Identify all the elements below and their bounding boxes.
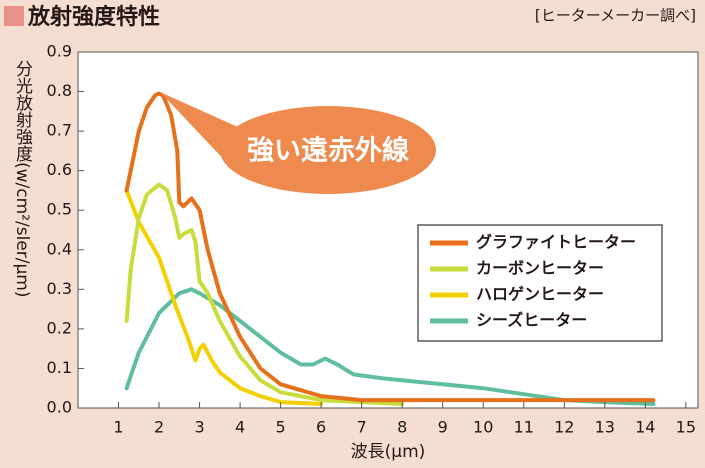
title-marker bbox=[4, 6, 24, 26]
legend-label: ハロゲンヒーター bbox=[476, 285, 604, 304]
series-line bbox=[124, 188, 324, 406]
x-tick-label: 11 bbox=[514, 418, 534, 437]
x-tick-label: 10 bbox=[473, 418, 493, 437]
legend-label: グラファイトヒーター bbox=[476, 233, 636, 252]
x-tick-label: 15 bbox=[676, 418, 696, 437]
x-tick-label: 5 bbox=[276, 418, 286, 437]
x-tick-label: 8 bbox=[397, 418, 407, 437]
y-tick-label: 0.4 bbox=[47, 239, 72, 258]
x-tick-label: 7 bbox=[357, 418, 367, 437]
y-tick-label: 0.0 bbox=[47, 398, 72, 417]
x-tick-label: 13 bbox=[595, 418, 615, 437]
legend-label: シーズヒーター bbox=[476, 311, 587, 330]
y-tick-label: 0.7 bbox=[47, 121, 72, 140]
y-tick-label: 0.3 bbox=[47, 279, 72, 298]
callout-bubble bbox=[220, 106, 436, 194]
y-axis-title: 分光放射強度(w/cm²/sler/μm) bbox=[12, 60, 33, 298]
x-tick-label: 3 bbox=[194, 418, 204, 437]
y-tick-label: 0.8 bbox=[47, 81, 72, 100]
x-tick-label: 2 bbox=[154, 418, 164, 437]
callout-pointer bbox=[160, 92, 240, 168]
x-tick-label: 4 bbox=[235, 418, 245, 437]
series-line bbox=[124, 182, 405, 406]
y-tick-label: 0.2 bbox=[47, 318, 72, 337]
x-tick-label: 9 bbox=[438, 418, 448, 437]
source: [ヒーターメーカー調べ] bbox=[535, 7, 696, 25]
x-axis-title: 波長(μm) bbox=[351, 442, 426, 462]
y-tick-label: 0.6 bbox=[47, 160, 72, 179]
annotation: 強い遠赤外線 bbox=[247, 135, 409, 167]
series-line bbox=[124, 91, 656, 403]
x-tick-label: 12 bbox=[554, 418, 574, 437]
x-tick-label: 14 bbox=[635, 418, 655, 437]
x-tick-label: 6 bbox=[316, 418, 326, 437]
legend-label: カーボンヒーター bbox=[476, 259, 604, 278]
chart-title: 放射強度特性 bbox=[27, 4, 160, 30]
y-tick-label: 0.5 bbox=[47, 200, 72, 219]
x-tick-label: 1 bbox=[113, 418, 123, 437]
y-tick-label: 0.9 bbox=[47, 42, 72, 61]
y-tick-label: 0.1 bbox=[47, 358, 72, 377]
series-line bbox=[124, 287, 656, 406]
